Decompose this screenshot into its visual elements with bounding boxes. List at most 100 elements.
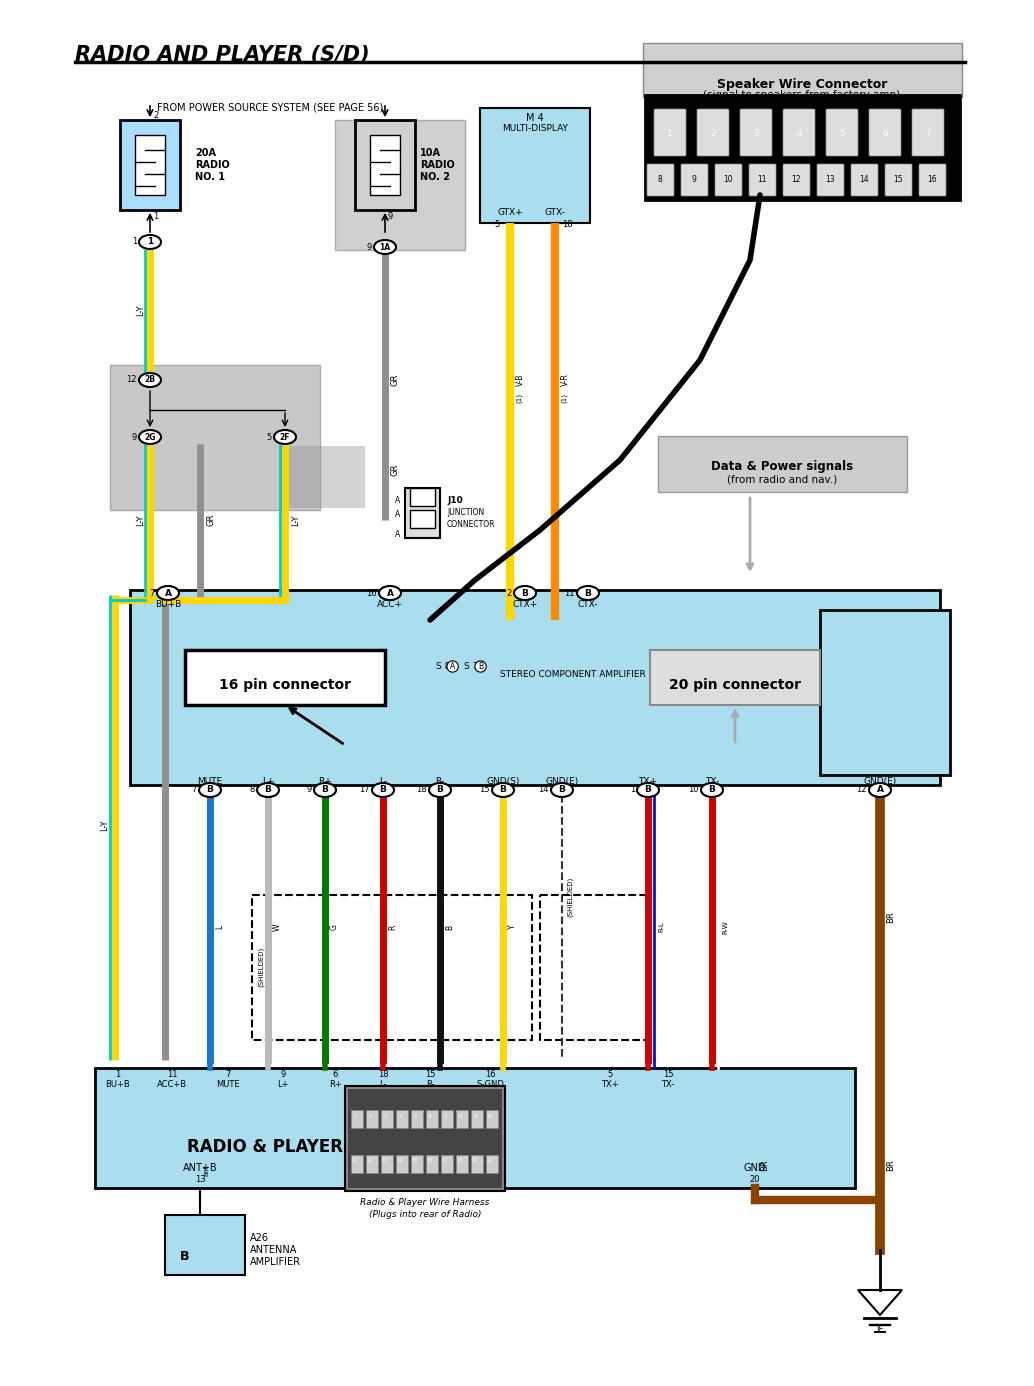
Text: B: B — [708, 786, 716, 794]
Text: 10: 10 — [487, 1113, 493, 1119]
Text: 8: 8 — [249, 786, 255, 794]
FancyBboxPatch shape — [817, 164, 844, 195]
Text: A: A — [450, 663, 455, 671]
Text: MUTE: MUTE — [216, 1080, 240, 1089]
Text: IF: IF — [876, 1325, 884, 1333]
FancyBboxPatch shape — [95, 1069, 855, 1188]
Text: (1): (1) — [516, 394, 522, 403]
Text: J10: J10 — [447, 496, 463, 505]
Text: 2F: 2F — [280, 432, 291, 442]
Text: GR: GR — [206, 514, 215, 527]
FancyBboxPatch shape — [335, 121, 465, 249]
FancyBboxPatch shape — [405, 488, 440, 538]
Text: 2G: 2G — [145, 432, 156, 442]
Text: (signal to speakers from factory amp): (signal to speakers from factory amp) — [703, 90, 901, 100]
Text: GND(S): GND(S) — [486, 778, 520, 786]
Text: 9: 9 — [367, 243, 372, 251]
Text: 18: 18 — [561, 220, 572, 229]
Text: 20A: 20A — [195, 148, 216, 158]
Ellipse shape — [514, 586, 536, 600]
Text: BR: BR — [886, 911, 895, 923]
Text: 1: 1 — [116, 1070, 121, 1078]
FancyBboxPatch shape — [486, 1155, 498, 1173]
Text: ACC+: ACC+ — [377, 600, 403, 608]
Text: A: A — [387, 589, 394, 597]
Text: 12: 12 — [367, 1159, 373, 1163]
Ellipse shape — [492, 783, 514, 797]
FancyBboxPatch shape — [658, 437, 907, 492]
Text: S-GND: S-GND — [476, 1080, 504, 1089]
Text: 9: 9 — [388, 212, 393, 220]
Text: Y: Y — [508, 924, 517, 929]
Text: 18: 18 — [377, 1070, 389, 1078]
Text: 15: 15 — [412, 1159, 418, 1163]
FancyBboxPatch shape — [919, 164, 946, 195]
Text: L-Y: L-Y — [136, 305, 145, 316]
Text: MUTE: MUTE — [197, 778, 222, 786]
Text: BU+B: BU+B — [155, 600, 181, 608]
Text: 1A: 1A — [379, 243, 391, 251]
FancyBboxPatch shape — [355, 121, 415, 211]
Text: STEREO COMPONENT AMPLIFIER: STEREO COMPONENT AMPLIFIER — [500, 669, 646, 679]
FancyBboxPatch shape — [851, 164, 878, 195]
Text: 15: 15 — [663, 1070, 673, 1078]
FancyBboxPatch shape — [456, 1155, 468, 1173]
FancyBboxPatch shape — [110, 365, 320, 510]
Ellipse shape — [379, 586, 401, 600]
Text: B: B — [322, 786, 329, 794]
FancyBboxPatch shape — [783, 164, 810, 195]
FancyBboxPatch shape — [783, 109, 815, 157]
Text: 6: 6 — [882, 129, 888, 137]
Text: 14: 14 — [539, 786, 549, 794]
Text: 2: 2 — [710, 129, 716, 137]
Text: 20 pin connector: 20 pin connector — [669, 678, 801, 692]
Text: B: B — [207, 786, 213, 794]
Text: 5: 5 — [607, 1070, 612, 1078]
Text: 4: 4 — [796, 129, 801, 137]
FancyBboxPatch shape — [650, 650, 820, 705]
Text: M 4: M 4 — [526, 114, 544, 123]
Polygon shape — [858, 1290, 902, 1315]
Text: 12: 12 — [856, 786, 866, 794]
Text: 7: 7 — [444, 1113, 447, 1119]
Text: (from radio and nav.): (from radio and nav.) — [727, 474, 838, 484]
Text: 11: 11 — [757, 176, 767, 184]
Text: 12: 12 — [126, 376, 136, 384]
Text: ANT+B: ANT+B — [183, 1163, 217, 1173]
Ellipse shape — [257, 783, 279, 797]
Text: 8: 8 — [458, 1113, 461, 1119]
Text: 13: 13 — [382, 1159, 388, 1163]
Text: 16: 16 — [927, 176, 937, 184]
Text: B: B — [644, 786, 651, 794]
FancyBboxPatch shape — [820, 610, 950, 775]
FancyBboxPatch shape — [345, 1087, 505, 1191]
Text: (SHIELDED): (SHIELDED) — [567, 877, 574, 918]
Ellipse shape — [637, 783, 659, 797]
Text: 18: 18 — [457, 1159, 463, 1163]
FancyBboxPatch shape — [381, 1155, 393, 1173]
FancyBboxPatch shape — [486, 1110, 498, 1128]
Text: 5: 5 — [267, 432, 272, 442]
FancyBboxPatch shape — [912, 109, 944, 157]
FancyBboxPatch shape — [426, 1155, 438, 1173]
Text: BU+B: BU+B — [105, 1080, 130, 1089]
FancyBboxPatch shape — [366, 1110, 378, 1128]
Text: GTX+: GTX+ — [497, 208, 523, 218]
Ellipse shape — [869, 783, 891, 797]
Text: 12: 12 — [791, 176, 800, 184]
Text: R-L: R-L — [658, 922, 664, 933]
Text: TX+: TX+ — [639, 778, 658, 786]
Text: RADIO & PLAYER: RADIO & PLAYER — [187, 1138, 343, 1156]
Ellipse shape — [139, 236, 161, 249]
Text: R+: R+ — [318, 778, 332, 786]
Text: 17: 17 — [360, 786, 370, 794]
Text: 16: 16 — [366, 589, 377, 597]
Text: 2B: 2B — [145, 376, 155, 384]
Text: 9: 9 — [131, 432, 136, 442]
Text: A26: A26 — [250, 1234, 269, 1243]
Text: Data & Power signals: Data & Power signals — [711, 460, 853, 473]
FancyBboxPatch shape — [135, 134, 165, 195]
Text: RADIO AND PLAYER (S/D): RADIO AND PLAYER (S/D) — [75, 44, 369, 65]
FancyBboxPatch shape — [410, 1155, 423, 1173]
Text: 7: 7 — [150, 589, 155, 597]
